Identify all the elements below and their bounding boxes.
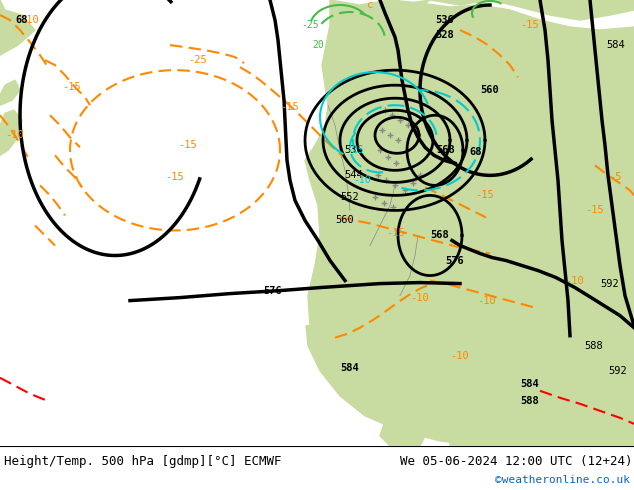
Text: 560: 560 <box>335 216 354 225</box>
Text: 576: 576 <box>264 286 282 295</box>
Text: 68: 68 <box>16 15 29 25</box>
Text: -10: -10 <box>353 175 371 185</box>
Text: 536: 536 <box>436 15 455 25</box>
Polygon shape <box>450 391 634 446</box>
Text: 592: 592 <box>600 279 619 289</box>
Text: 568: 568 <box>430 230 450 241</box>
Text: -15: -15 <box>179 140 197 150</box>
Text: c: c <box>367 0 373 10</box>
Text: -15: -15 <box>387 228 405 239</box>
Polygon shape <box>388 0 430 17</box>
Text: -15: -15 <box>165 172 184 182</box>
Text: 528: 528 <box>436 30 455 40</box>
Text: -5: -5 <box>609 172 621 182</box>
Polygon shape <box>0 80 20 105</box>
Text: 536: 536 <box>345 146 363 155</box>
Polygon shape <box>306 326 520 446</box>
Polygon shape <box>0 110 22 155</box>
Text: 588: 588 <box>585 341 604 351</box>
Text: -10: -10 <box>451 351 469 361</box>
Text: 584: 584 <box>607 40 625 50</box>
Text: -10: -10 <box>6 130 24 140</box>
Text: -25: -25 <box>346 146 364 155</box>
Text: We 05-06-2024 12:00 UTC (12+24): We 05-06-2024 12:00 UTC (12+24) <box>400 455 633 468</box>
Text: -10: -10 <box>477 295 496 306</box>
Text: -15: -15 <box>281 102 299 112</box>
Polygon shape <box>380 416 430 446</box>
Text: ©weatheronline.co.uk: ©weatheronline.co.uk <box>495 475 630 485</box>
Text: 588: 588 <box>521 396 540 406</box>
Text: -15: -15 <box>63 82 81 92</box>
Text: 552: 552 <box>340 193 359 202</box>
Text: -15: -15 <box>476 191 495 200</box>
Text: -15: -15 <box>521 20 540 30</box>
Text: 568: 568 <box>437 146 455 155</box>
Text: 560: 560 <box>481 85 500 95</box>
Polygon shape <box>430 0 634 20</box>
Polygon shape <box>0 0 35 55</box>
Text: :: : <box>462 147 468 157</box>
Text: 592: 592 <box>609 366 628 376</box>
Text: 544: 544 <box>345 171 363 180</box>
Text: 576: 576 <box>446 255 464 266</box>
Text: 584: 584 <box>521 379 540 389</box>
Polygon shape <box>305 0 634 446</box>
Text: 584: 584 <box>340 363 359 373</box>
Text: Height/Temp. 500 hPa [gdmp][°C] ECMWF: Height/Temp. 500 hPa [gdmp][°C] ECMWF <box>4 455 281 468</box>
Text: -25: -25 <box>301 20 319 30</box>
Text: 20: 20 <box>312 40 324 50</box>
Text: -10: -10 <box>411 293 429 303</box>
Text: -10: -10 <box>566 275 585 286</box>
Text: 68: 68 <box>470 147 482 157</box>
Text: -10: -10 <box>21 15 39 25</box>
Text: -15: -15 <box>586 205 604 216</box>
Text: -25: -25 <box>189 55 207 65</box>
